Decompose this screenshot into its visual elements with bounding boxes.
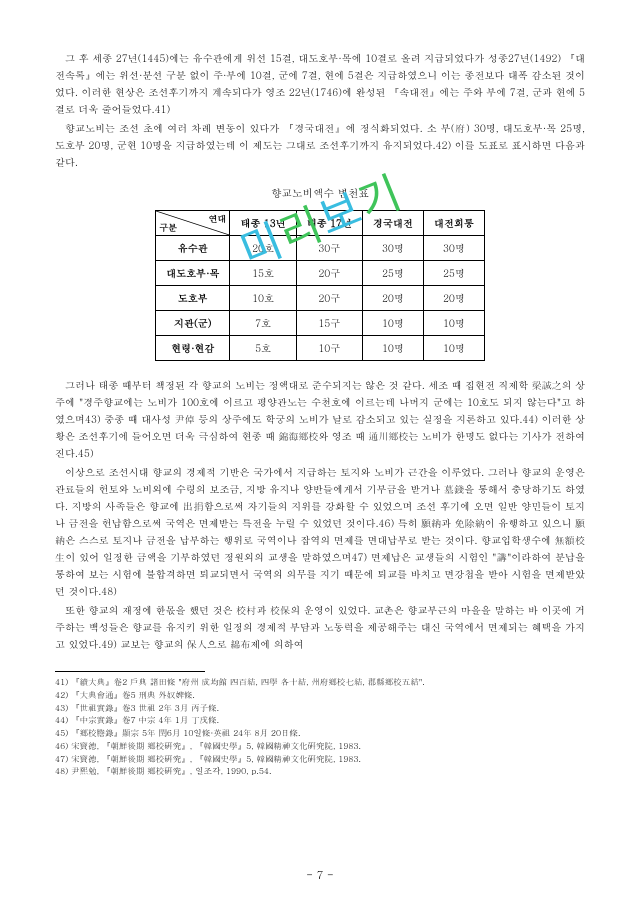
footnote: 46) 宋寶德, 『朝鮮後期 鄕校硏究』, 『韓國史學』5, 韓國精神文化硏究院… — [55, 740, 585, 753]
table-row: 대도호부·목 15호 20구 25명 25명 — [156, 261, 485, 286]
cell: 10명 — [423, 336, 484, 361]
table-header-diag: 연대 구분 — [156, 211, 230, 236]
col-header: 태종 17년 — [296, 211, 362, 236]
diag-label-a: 연대 — [208, 212, 226, 225]
paragraph: 그러나 태종 때부터 책정된 각 향교의 노비는 정액대로 준수되지는 않은 것… — [55, 377, 585, 462]
row-header: 도호부 — [156, 286, 230, 311]
row-header: 대도호부·목 — [156, 261, 230, 286]
cell: 7호 — [230, 311, 296, 336]
cell: 30명 — [362, 236, 423, 261]
col-header: 경국대전 — [362, 211, 423, 236]
row-header: 현령·현감 — [156, 336, 230, 361]
paragraph: 향교노비는 조선 초에 여러 차례 변동이 있다가 『경국대전』에 정식화되었다… — [55, 120, 585, 171]
table-row: 현령·현감 5호 10구 10명 10명 — [156, 336, 485, 361]
footnote: 48) 尹熙勉, 『朝鮮後期 鄕校硏究』, 일조각, 1990, p.54. — [55, 765, 585, 778]
cell: 20호 — [230, 236, 296, 261]
cell: 20구 — [296, 286, 362, 311]
table-row: 지관(군) 7호 15구 10명 10명 — [156, 311, 485, 336]
cell: 20명 — [362, 286, 423, 311]
row-header: 유수관 — [156, 236, 230, 261]
page-body: 그 후 세종 27년(1445)에는 유수관에게 위선 15결, 대도호부·목에… — [0, 0, 640, 808]
cell: 10구 — [296, 336, 362, 361]
cell: 10명 — [362, 336, 423, 361]
cell: 10호 — [230, 286, 296, 311]
cell: 30구 — [296, 236, 362, 261]
diag-label-b: 구분 — [159, 221, 177, 234]
table-row: 유수관 20호 30구 30명 30명 — [156, 236, 485, 261]
cell: 25명 — [423, 261, 484, 286]
cell: 10명 — [362, 311, 423, 336]
footnotes: 41) 『續大典』卷2 戶典 諸田條 "府州 成均館 四百結, 四學 各十結, … — [55, 671, 585, 778]
cell: 20명 — [423, 286, 484, 311]
col-header: 대전회통 — [423, 211, 484, 236]
row-header: 지관(군) — [156, 311, 230, 336]
data-table: 연대 구분 태종 13년 태종 17년 경국대전 대전회통 유수관 20호 30… — [155, 210, 485, 361]
cell: 25명 — [362, 261, 423, 286]
paragraph: 그 후 세종 27년(1445)에는 유수관에게 위선 15결, 대도호부·목에… — [55, 50, 585, 118]
footnote-rule — [55, 671, 205, 672]
footnote: 41) 『續大典』卷2 戶典 諸田條 "府州 成均館 四百結, 四學 各十結, … — [55, 676, 585, 689]
footnote: 44) 『中宗實錄』卷7 中宗 4年 1月 丁戌條. — [55, 714, 585, 727]
paragraph: 이상으로 조선시대 향교의 경제적 기반은 국가에서 지급하는 토지와 노비가 … — [55, 464, 585, 600]
footnote: 42) 『大典會通』卷5 刑典 外奴婢條. — [55, 689, 585, 702]
footnote: 45) 『鄕校謄錄』顯宗 5年 閏6月 10일條·英祖 24年 8月 20日條. — [55, 727, 585, 740]
table-title: 향교노비액수 변천표 — [55, 185, 585, 200]
paragraph: 또한 향교의 재정에 한몫을 했던 것은 校村과 校保의 운영이 있었다. 교촌… — [55, 602, 585, 653]
cell: 30명 — [423, 236, 484, 261]
table-row: 도호부 10호 20구 20명 20명 — [156, 286, 485, 311]
footnote: 47) 宋寶德, 『朝鮮後期 鄕校硏究』, 『韓國史學』5, 韓國精神文化硏究院… — [55, 753, 585, 766]
cell: 15호 — [230, 261, 296, 286]
footnote: 43) 『世祖實錄』卷3 世祖 2年 3月 丙子條. — [55, 702, 585, 715]
table-row: 연대 구분 태종 13년 태종 17년 경국대전 대전회통 — [156, 211, 485, 236]
cell: 15구 — [296, 311, 362, 336]
cell: 20구 — [296, 261, 362, 286]
cell: 5호 — [230, 336, 296, 361]
col-header: 태종 13년 — [230, 211, 296, 236]
page-number: - 7 - — [0, 868, 640, 883]
cell: 10명 — [423, 311, 484, 336]
